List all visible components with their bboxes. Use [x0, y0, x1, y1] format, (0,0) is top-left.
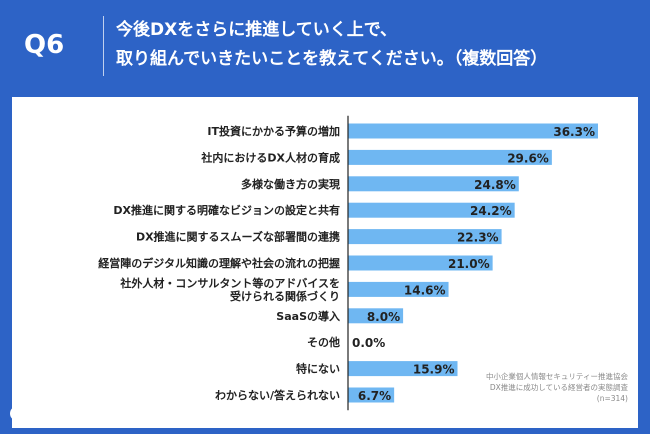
category-label: SaaSの導入	[276, 309, 340, 323]
source-line2: DX推進に成功している経営者の実態調査	[489, 383, 628, 392]
value-label: 21.0%	[448, 257, 490, 271]
value-label: 29.6%	[507, 151, 549, 165]
value-label: 36.3%	[553, 125, 595, 139]
value-label: 15.9%	[413, 363, 455, 377]
value-label: 24.2%	[470, 204, 512, 218]
value-label: 6.7%	[358, 389, 391, 403]
brand-logo: リサピー	[10, 404, 81, 423]
category-label: 経営陣のデジタル知識の理解や社会の流れの把握	[98, 256, 340, 270]
bar	[348, 361, 458, 377]
bar	[348, 123, 598, 139]
value-label: 22.3%	[457, 231, 499, 245]
category-label: 社内におけるDX人材の育成	[200, 150, 340, 164]
category-label: DX推進に関するスムーズな部署間の連携	[136, 230, 340, 244]
bar	[348, 281, 449, 297]
magnifier-icon	[10, 406, 25, 421]
category-label: 多様な働き方の実現	[241, 177, 340, 191]
source-note: 中小企業個人情報セキュリティー推進協会 DX推進に成功している経営者の実態調査 …	[486, 371, 628, 404]
category-label: わからない/答えられない	[215, 388, 340, 402]
category-label: 特にない	[296, 362, 340, 376]
bar	[348, 202, 515, 218]
value-label: 0.0%	[352, 336, 385, 350]
bar	[348, 255, 493, 271]
category-label: IT投資にかかる予算の増加	[207, 124, 340, 138]
value-label: 8.0%	[367, 310, 400, 324]
question-title: 今後DXをさらに推進していく上で、 取り組んでいきたいことを教えてください。（複…	[116, 16, 547, 74]
bar	[348, 229, 502, 245]
category-label: その他	[307, 335, 340, 349]
header: Q6 今後DXをさらに推進していく上で、 取り組んでいきたいことを教えてください…	[0, 0, 650, 92]
source-line3: (n=314)	[596, 394, 628, 403]
question-title-line1: 今後DXをさらに推進していく上で、	[116, 20, 398, 40]
logo-text: リサピー	[29, 408, 82, 423]
value-label: 24.8%	[474, 178, 516, 192]
source-line1: 中小企業個人情報セキュリティー推進協会	[485, 372, 628, 381]
bar	[348, 176, 519, 192]
category-label: 社外人材・コンサルタント等のアドバイスを受けられる関係づくり	[119, 276, 340, 303]
question-title-line2: 取り組んでいきたいことを教えてください。（複数回答）	[116, 49, 548, 69]
question-label: Q6	[24, 30, 65, 60]
bar	[348, 149, 552, 165]
category-label: DX推進に関する明確なビジョンの設定と共有	[113, 203, 340, 217]
bar	[348, 387, 395, 403]
value-label: 14.6%	[404, 283, 446, 297]
bar	[348, 308, 404, 324]
header-divider	[103, 16, 104, 76]
